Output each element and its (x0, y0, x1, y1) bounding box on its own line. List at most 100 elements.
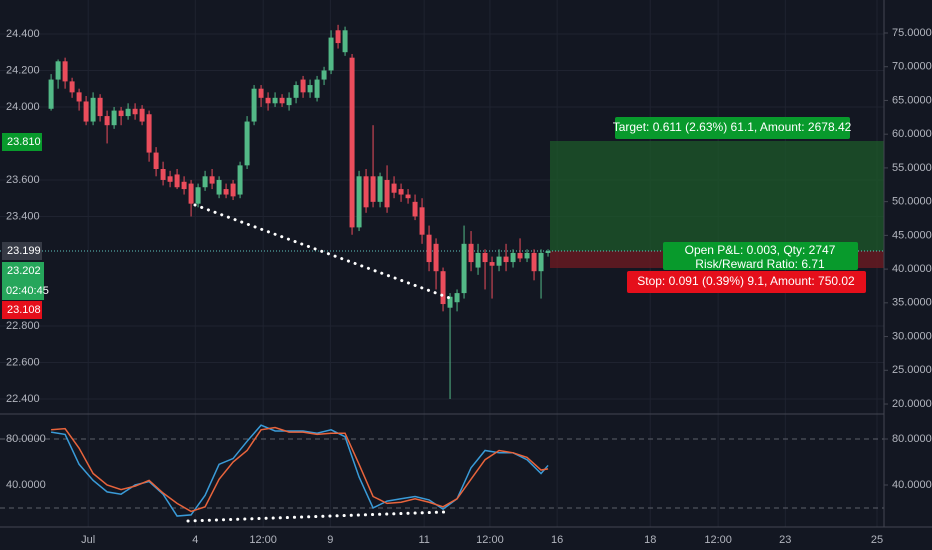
y2-tick-label: 45.0000 (892, 229, 932, 241)
candle-body (433, 243, 439, 272)
candle-body (104, 116, 110, 126)
candle-body (209, 176, 215, 184)
candle-body (188, 183, 194, 204)
candle-body (83, 101, 89, 122)
candle-body (391, 183, 397, 193)
candle-body (335, 30, 341, 44)
candle-body (405, 194, 411, 199)
candle-body (314, 79, 320, 98)
candle-body (384, 179, 390, 208)
y-tick-label: 80.0000 (6, 433, 46, 445)
x-tick-label: 9 (327, 534, 333, 546)
y-tick-label: 22.800 (6, 320, 40, 332)
y-tick-label: 24.400 (6, 28, 40, 40)
candle-body (468, 243, 474, 263)
trend-line (186, 510, 447, 523)
y2-tick-label: 80.0000 (892, 433, 932, 445)
candle-body (503, 256, 509, 263)
candle-body (195, 187, 201, 204)
candle-body (118, 110, 124, 117)
candle-body (160, 168, 166, 180)
target-zone (550, 141, 884, 251)
candle-body (293, 85, 299, 98)
stop-label-box (627, 271, 866, 293)
candle-body (167, 176, 173, 182)
candle-body (412, 201, 418, 217)
y-tick-label: 22.400 (6, 393, 40, 405)
price-badge-text: 23.202 (7, 265, 41, 277)
candle-body (482, 252, 488, 263)
y2-tick-label: 65.0000 (892, 94, 932, 106)
indicator-line (50, 424, 549, 517)
x-tick-label: 18 (644, 534, 656, 546)
candle-body (328, 37, 334, 71)
y2-tick-label: 75.0000 (892, 27, 932, 39)
candle-body (475, 252, 481, 268)
price-badge-text: 23.810 (7, 136, 41, 148)
candle-body (321, 70, 327, 80)
candle-body (356, 176, 362, 228)
candle-body (237, 165, 243, 195)
candle-body (139, 108, 145, 122)
candle-body (307, 85, 313, 93)
candle-body (111, 110, 117, 126)
price-badge-text: 23.199 (7, 245, 41, 257)
candle-body (517, 252, 523, 259)
candle-body (454, 293, 460, 303)
candle-body (538, 252, 544, 272)
candle-body (76, 92, 82, 102)
y2-tick-label: 60.0000 (892, 128, 932, 140)
candle-body (153, 152, 159, 169)
x-tick-label: 12:00 (704, 534, 732, 546)
candle-body (55, 61, 61, 80)
candle-body (489, 262, 495, 266)
candle-body (545, 251, 551, 253)
candle-body (62, 61, 68, 82)
candle-body (363, 176, 369, 208)
candle-body (272, 97, 278, 104)
candle-body (174, 174, 180, 188)
candle-body (265, 97, 271, 104)
candle-body (377, 176, 383, 202)
candle-body (510, 252, 516, 263)
candle-body (181, 181, 187, 190)
candle-body (132, 108, 138, 115)
candle-body (524, 252, 530, 259)
target-label-box (615, 117, 850, 139)
target-label: Target: 0.611 (2.63%) 61.1, Amount: 2678… (613, 120, 852, 134)
y2-tick-label: 40.0000 (892, 479, 932, 491)
candle-body (370, 176, 376, 202)
candle-body (216, 179, 222, 195)
candle-body (531, 252, 537, 272)
price-badge (2, 262, 44, 300)
price-badge (2, 242, 42, 260)
candle-body (419, 207, 425, 235)
y-tick-label: 23.600 (6, 174, 40, 186)
x-tick-label: 25 (871, 534, 883, 546)
x-tick-label: 11 (418, 534, 429, 546)
candle-body (230, 183, 236, 197)
candle-body (461, 243, 467, 294)
candle-body (286, 97, 292, 106)
y-tick-label: 24.200 (6, 64, 40, 76)
candle-body (440, 271, 446, 305)
candle-body (349, 57, 355, 228)
y2-tick-label: 40.0000 (892, 263, 932, 275)
pnl-label-box (663, 242, 858, 270)
y2-tick-label: 70.0000 (892, 61, 932, 73)
x-tick-label: 4 (192, 534, 198, 546)
candle-body (90, 97, 96, 122)
y2-tick-label: 25.0000 (892, 364, 932, 376)
candle-body (202, 176, 208, 188)
y2-tick-label: 20.0000 (892, 398, 932, 410)
y-tick-label: 23.400 (6, 210, 40, 222)
indicator-line (51, 426, 549, 513)
candle-body (426, 234, 432, 263)
candle-body (342, 30, 348, 53)
price-badge (2, 301, 42, 319)
pnl-label: Open P&L: 0.003, Qty: 2747 (685, 243, 836, 257)
x-tick-label: 23 (779, 534, 791, 546)
y2-tick-label: 50.0000 (892, 196, 932, 208)
candle-body (496, 256, 502, 266)
y2-tick-label: 55.0000 (892, 162, 932, 174)
